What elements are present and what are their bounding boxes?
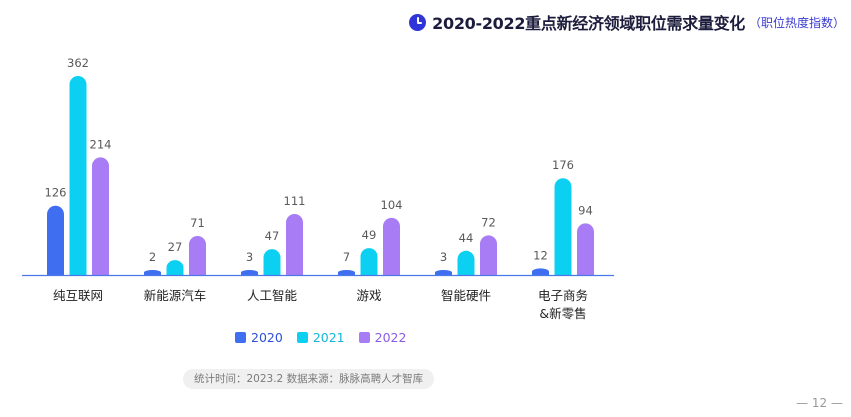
- x-tick-label-3: 游戏: [356, 288, 381, 303]
- bar-2022-5: [577, 223, 594, 275]
- data-label-2021-4: 44: [459, 231, 474, 245]
- chart-header: 2020-2022重点新经济领域职位需求量变化 （职位热度指数）: [409, 9, 845, 35]
- data-label-2021-1: 27: [168, 240, 183, 254]
- chart-legend: 2020 2021 2022: [235, 330, 420, 345]
- legend-item-2021: 2021: [296, 330, 345, 345]
- bar-2022-3: [383, 217, 400, 275]
- x-tick-label-5: 电子商务: [538, 288, 588, 303]
- data-label-2022-5: 94: [578, 203, 593, 217]
- bar-2022-4: [480, 235, 497, 275]
- bar-2020-1: [144, 270, 161, 275]
- legend-item-2022: 2022: [358, 330, 407, 345]
- bar-2021-2: [263, 249, 281, 275]
- page-number: — 12 —: [796, 396, 843, 410]
- bar-2021-3: [360, 248, 378, 275]
- x-tick-label-5-line2: &新零售: [539, 306, 586, 321]
- clock-icon: [409, 13, 427, 31]
- x-tick-label-2: 人工智能: [247, 288, 298, 303]
- data-label-2021-2: 47: [265, 229, 280, 243]
- data-source-note: 统计时间：2023.2 数据来源：脉脉高聘人才智库: [183, 369, 435, 389]
- bar-2020-3: [338, 270, 355, 275]
- data-label-2022-3: 104: [381, 198, 403, 212]
- legend-swatch-2022: [358, 332, 370, 343]
- data-label-2022-1: 71: [190, 216, 205, 230]
- data-label-2020-3: 7: [343, 250, 350, 264]
- data-label-2021-3: 49: [362, 228, 377, 242]
- bar-2021-4: [457, 250, 475, 275]
- bar-2020-2: [241, 270, 258, 275]
- bar-2022-2: [286, 213, 303, 275]
- chart-title: 2020-2022重点新经济领域职位需求量变化: [432, 14, 745, 33]
- legend-item-2020: 2020: [235, 330, 283, 345]
- bar-2022-1: [189, 235, 206, 275]
- bar-2020-5: [532, 268, 549, 275]
- bar-2021-1: [166, 260, 184, 275]
- data-label-2020-2: 3: [246, 250, 253, 264]
- x-tick-label-4: 智能硬件: [441, 288, 491, 303]
- legend-swatch-2020: [235, 332, 246, 343]
- data-label-2022-4: 72: [481, 215, 496, 229]
- x-tick-label-1: 新能源汽车: [144, 288, 207, 303]
- data-label-2020-4: 3: [440, 250, 447, 264]
- data-label-2020-1: 2: [149, 250, 156, 264]
- data-label-2020-5: 12: [533, 248, 548, 262]
- chart-subtitle: （职位热度指数）: [748, 15, 845, 30]
- data-label-2021-0: 362: [67, 56, 89, 70]
- bar-2020-4: [435, 270, 452, 275]
- data-label-2021-5: 176: [552, 158, 574, 172]
- bar-2022-0: [92, 157, 109, 275]
- legend-label-2021: 2021: [312, 330, 345, 345]
- data-label-2022-2: 111: [284, 194, 306, 208]
- legend-label-2022: 2022: [374, 330, 407, 345]
- bar-2021-5: [554, 178, 572, 275]
- data-label-2020-0: 126: [45, 186, 67, 200]
- legend-label-2020: 2020: [251, 330, 283, 345]
- legend-swatch-2021: [296, 332, 308, 343]
- x-tick-label-0: 纯互联网: [53, 288, 103, 303]
- data-label-2022-0: 214: [90, 137, 112, 151]
- bar-2020-0: [47, 205, 64, 275]
- bar-2021-0: [69, 76, 87, 275]
